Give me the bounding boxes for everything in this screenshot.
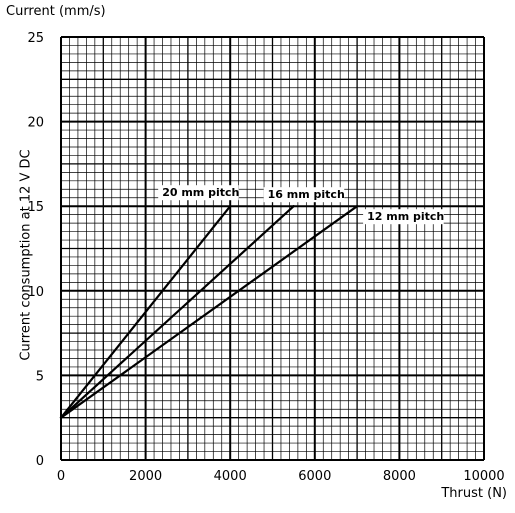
x-axis-label: Thrust (N): [441, 486, 507, 501]
series-label: 12 mm pitch: [367, 210, 444, 223]
chart-grid: [60, 36, 485, 461]
y-tick-label: 20: [27, 116, 44, 131]
series-line: [59, 205, 232, 419]
x-tick-label: 8000: [383, 469, 416, 484]
x-tick-label: 6000: [298, 469, 331, 484]
series-line: [59, 205, 295, 419]
y-tick-label: 0: [36, 454, 44, 469]
series-label: 16 mm pitch: [268, 188, 345, 201]
chart-title: Current (mm/s): [6, 4, 106, 19]
chart-series: [59, 205, 359, 419]
series-label: 20 mm pitch: [162, 186, 239, 199]
series-label-background: [158, 185, 239, 201]
series-line: [59, 205, 359, 419]
y-tick-label: 15: [27, 200, 44, 215]
x-tick-label: 4000: [214, 469, 247, 484]
x-tick-label: 2000: [129, 469, 162, 484]
y-tick-label: 10: [27, 285, 44, 300]
series-labels: 20 mm pitch 16 mm pitch 12 mm pitch: [158, 185, 444, 225]
axis-ticks: 0 2000 4000 6000 8000 10000 0 5 10 15 20 25: [27, 31, 504, 484]
series-label-background: [363, 209, 444, 225]
y-tick-label: 5: [36, 369, 44, 384]
x-tick-label: 0: [57, 469, 65, 484]
y-tick-label: 25: [27, 31, 44, 46]
x-tick-label: 10000: [463, 469, 504, 484]
series-label-background: [263, 187, 345, 203]
